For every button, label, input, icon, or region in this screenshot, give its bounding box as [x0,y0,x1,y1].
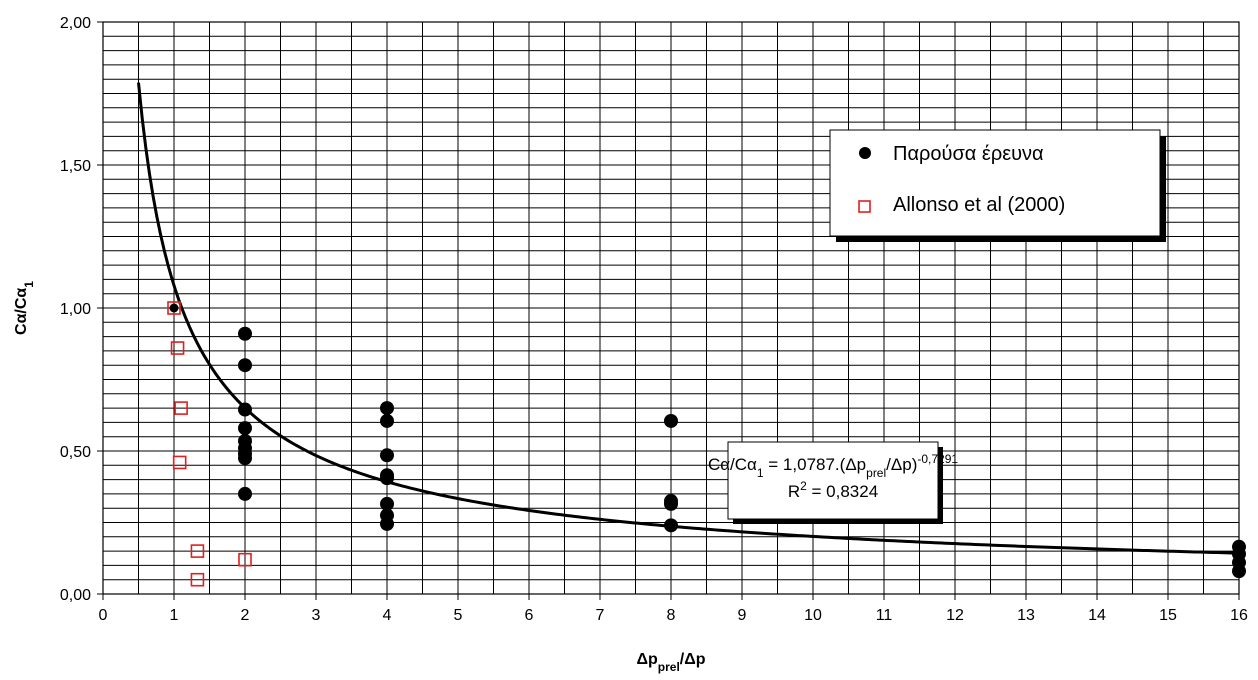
present-study-point [238,326,252,341]
x-tick-label: 15 [1159,607,1177,624]
legend-marker-allonso [858,200,871,213]
present-study-point [664,413,678,428]
x-tick-label: 14 [1088,607,1106,624]
allonso-point [190,572,205,587]
legend: Παρούσα έρευνα Allonso et al (2000) [829,129,1166,242]
x-tick-label: 5 [454,607,463,624]
allonso-point [238,552,252,567]
allonso-point [190,544,205,558]
equation-box: Cα/Cα1 = 1,0787.(Δpprel/Δp)-0,7291 R2 = … [708,441,958,524]
x-tick-label: 13 [1017,607,1035,624]
fit-curve [137,82,1240,555]
y-tick-label: 2,00 [60,15,91,32]
legend-marker-present-study [859,147,871,159]
present-study-point [380,496,394,511]
x-tick-label: 0 [99,607,108,624]
axis-ticks [97,21,1240,600]
legend-box [829,129,1161,237]
y-axis-title: Cα/Cα1 [13,281,36,335]
x-tick-label: 9 [738,607,747,624]
present-study-point [664,518,678,533]
legend-label-allonso: Allonso et al (2000) [893,194,1065,216]
equation-line-2: R2 = 0,8324 [788,479,878,501]
present-study-point [238,451,252,466]
allonso-point [174,401,188,415]
present-study-point [169,303,179,313]
y-tick-label: 1,50 [60,158,91,175]
present-study-point [238,358,252,373]
present-study-point [380,516,394,531]
y-tick-label: 0,50 [60,444,91,461]
allonso-point [167,301,181,315]
equation-frame [727,441,939,520]
x-axis-title: Δpprel/Δp [636,651,705,674]
x-tick-labels: 0 1 2 3 4 5 6 7 8 9 10 11 12 13 14 15 16 [99,607,1248,624]
present-study-point [380,448,394,463]
x-tick-label: 4 [383,607,392,624]
x-tick-label: 16 [1230,607,1248,624]
present-study-point [238,402,252,417]
y-tick-labels: 0,00 0,50 1,00 1,50 2,00 [60,15,91,604]
allonso-point [172,455,187,470]
legend-label-present-study: Παρούσα έρευνα [893,143,1044,165]
x-tick-label: 2 [241,607,250,624]
allonso-point [170,341,185,355]
x-tick-label: 10 [804,607,822,624]
x-tick-label: 7 [596,607,605,624]
x-tick-label: 6 [525,607,534,624]
x-tick-label: 11 [876,607,893,624]
series-allonso [167,301,252,587]
x-tick-label: 12 [946,607,964,624]
present-study-point [380,401,394,416]
x-tick-label: 3 [312,607,321,624]
x-tick-label: 8 [667,607,676,624]
x-tick-label: 1 [170,607,179,624]
y-tick-label: 1,00 [60,301,91,318]
series-present-study [169,303,1246,579]
present-study-point [380,471,394,486]
present-study-point [238,486,252,501]
present-study-point [380,413,394,428]
equation-line-1: Cα/Cα1 = 1,0787.(Δpprel/Δp)-0,7291 [708,452,958,480]
y-tick-label: 0,00 [60,587,91,604]
present-study-point [238,421,252,436]
present-study-point [1232,564,1246,579]
present-study-point [664,496,678,511]
